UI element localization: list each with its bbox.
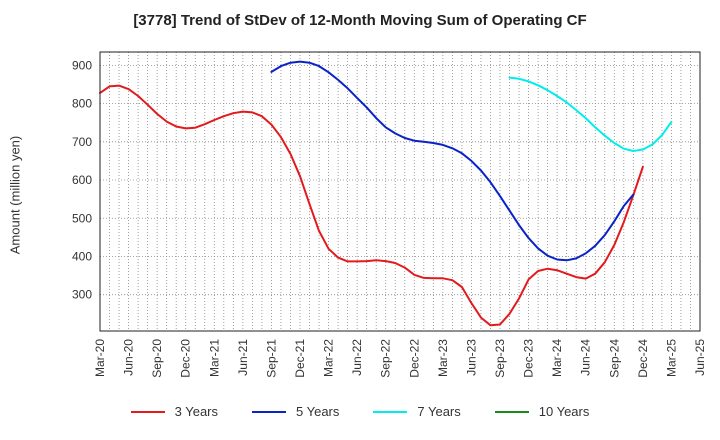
grid-lines [99, 52, 701, 331]
x-tick-label: Dec-22 [407, 339, 421, 378]
series-line-5-years [270, 60, 635, 262]
x-tick-label: Sep-23 [493, 339, 507, 378]
x-tick-label: Jun-22 [350, 339, 364, 376]
legend-swatch [252, 410, 286, 413]
x-tick-label: Jun-20 [122, 339, 136, 376]
x-tick-label: Mar-21 [207, 339, 221, 377]
legend-swatch [130, 410, 165, 413]
x-tick-label: Dec-23 [522, 339, 536, 378]
y-tick-label: 500 [72, 211, 92, 225]
x-tick-label: Sep-21 [264, 339, 278, 378]
legend-item-3-years: 3 Years [130, 404, 218, 419]
series-layer [99, 60, 673, 327]
legend: 3 Years 5 Years 7 Years 10 Years [0, 404, 720, 419]
x-ticks: Mar-20 Jun-20 Sep-20 Dec-20 Mar-21 Jun-21 Sep-… [93, 339, 707, 378]
x-tick-label: Sep-22 [379, 339, 393, 378]
chart-title: [3778] Trend of StDev of 12-Month Moving… [133, 12, 587, 29]
x-tick-label: Mar-25 [664, 339, 678, 377]
y-tick-label: 700 [72, 135, 92, 149]
legend-item-7-years: 7 Years [373, 404, 461, 419]
x-tick-label: Dec-21 [293, 339, 307, 378]
legend-label: 7 Years [417, 404, 461, 419]
y-tick-label: 600 [72, 173, 92, 187]
x-tick-label: Mar-24 [550, 339, 564, 377]
x-tick-label: Jun-23 [464, 339, 478, 376]
legend-label: 10 Years [538, 404, 590, 419]
legend-label: 5 Years [296, 404, 340, 419]
plot-frame [99, 51, 701, 332]
legend-item-10-years: 10 Years [494, 404, 590, 419]
x-tick-label: Jun-24 [579, 339, 593, 376]
legend-swatch [373, 410, 408, 413]
x-tick-label: Sep-20 [150, 339, 164, 378]
x-tick-label: Dec-20 [179, 339, 193, 378]
x-tick-label: Dec-24 [636, 339, 650, 378]
legend-label: 3 Years [174, 404, 218, 419]
legend-swatch [494, 410, 529, 413]
x-tick-label: Jun-21 [236, 339, 250, 376]
legend-item-5-years: 5 Years [252, 404, 339, 419]
x-tick-label: Mar-23 [436, 339, 450, 377]
y-tick-label: 800 [72, 97, 92, 111]
y-ticks: 300 400 500 600 700 800 900 [72, 58, 92, 301]
y-tick-label: 400 [72, 249, 92, 263]
x-tick-label: Mar-22 [322, 339, 336, 377]
x-tick-label: Jun-25 [693, 339, 707, 376]
y-tick-label: 300 [72, 288, 92, 302]
series-line-3-years [99, 84, 644, 327]
x-tick-label: Mar-20 [93, 339, 107, 377]
x-tick-label: Sep-24 [607, 339, 621, 378]
series-line-7-years [508, 76, 673, 152]
y-tick-label: 900 [72, 58, 92, 72]
